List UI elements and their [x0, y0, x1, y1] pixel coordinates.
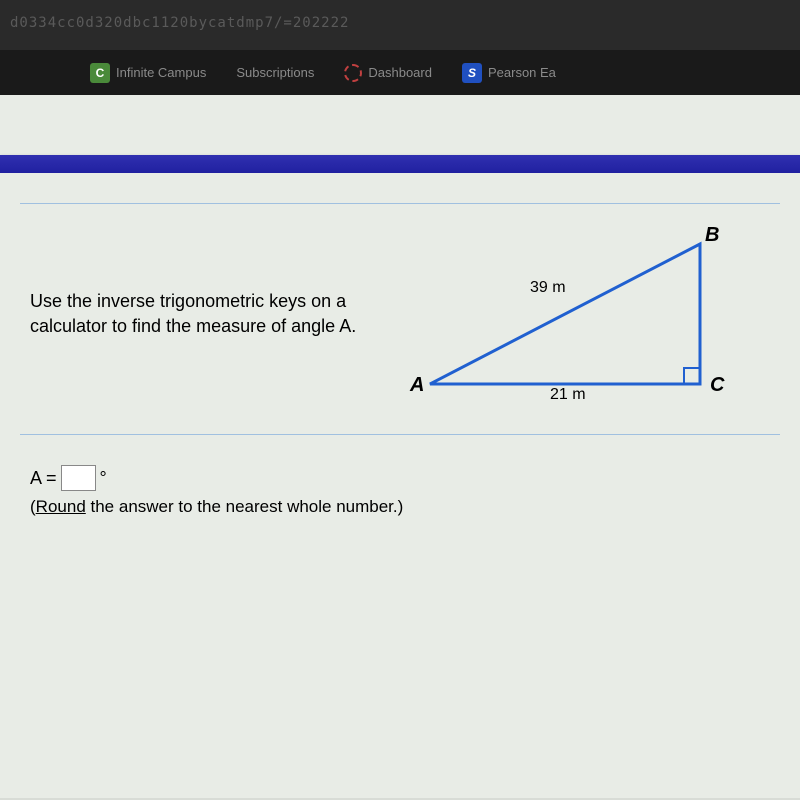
base-label: 21 m [550, 386, 586, 404]
answer-suffix: ° [100, 468, 107, 489]
problem-statement: Use the inverse trigonometric keys on a … [30, 289, 370, 339]
bookmark-label: Dashboard [368, 65, 432, 80]
pearson-icon: S [462, 63, 482, 83]
hypotenuse-label: 39 m [530, 279, 566, 297]
triangle-diagram: A B C 39 m 21 m [410, 224, 750, 404]
bookmark-label: Pearson Ea [488, 65, 556, 80]
url-fragment: d0334cc0d320dbc1120bycatdmp7/=202222 [10, 15, 349, 31]
answer-hint: (Round the answer to the nearest whole n… [30, 497, 770, 517]
hint-rest: the answer to the nearest whole number.) [86, 497, 404, 516]
vertex-a-label: A [410, 374, 424, 397]
hint-underlined: Round [36, 497, 86, 516]
answer-line: A = ° [30, 465, 770, 491]
campus-icon: C [90, 63, 110, 83]
bookmarks-bar: C Infinite Campus Subscriptions Dashboar… [0, 50, 800, 95]
answer-section: A = ° (Round the answer to the nearest w… [20, 465, 780, 517]
browser-url-bar: d0334cc0d320dbc1120bycatdmp7/=202222 [0, 0, 800, 50]
bookmark-pearson[interactable]: S Pearson Ea [462, 63, 556, 83]
angle-a-input[interactable] [61, 465, 96, 491]
blue-divider-stripe [0, 155, 800, 173]
problem-content-area: Use the inverse trigonometric keys on a … [0, 173, 800, 798]
content-header-spacer [0, 95, 800, 155]
bookmark-dashboard[interactable]: Dashboard [344, 64, 432, 82]
triangle-svg [410, 224, 750, 404]
vertex-b-label: B [705, 224, 719, 247]
bookmark-subscriptions[interactable]: Subscriptions [236, 65, 314, 80]
dashboard-icon [344, 64, 362, 82]
bookmark-label: Infinite Campus [116, 65, 206, 80]
bookmark-label: Subscriptions [236, 65, 314, 80]
vertex-c-label: C [710, 374, 724, 397]
problem-box: Use the inverse trigonometric keys on a … [20, 203, 780, 435]
bookmark-infinite-campus[interactable]: C Infinite Campus [90, 63, 206, 83]
answer-prefix: A = [30, 468, 57, 489]
